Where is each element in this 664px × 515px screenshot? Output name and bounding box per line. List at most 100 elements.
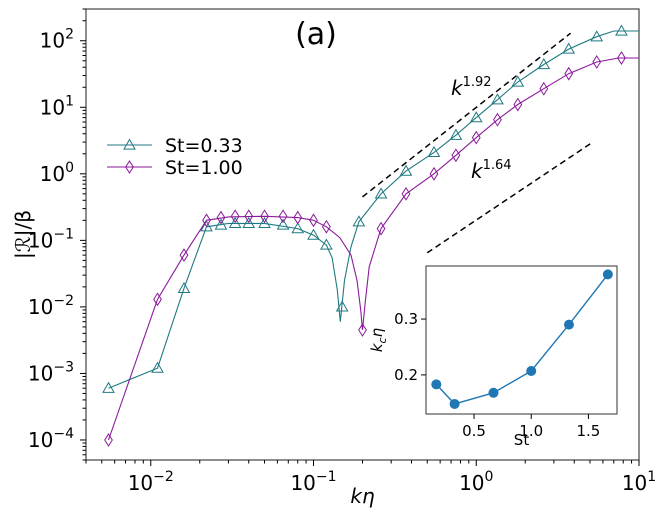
y-tick-label: 10−1 <box>28 226 74 252</box>
y-tick-label: 10−3 <box>28 359 74 385</box>
x-tick-label-exponent: −1 <box>316 469 337 485</box>
y-tick-label-exponent: 1 <box>65 93 74 109</box>
data-point <box>216 210 226 225</box>
y-tick-label-exponent: 2 <box>65 27 74 43</box>
x-tick-label: 101 <box>622 469 656 495</box>
data-point <box>200 220 213 232</box>
series-line <box>107 57 639 441</box>
y-tick-label-exponent: 0 <box>65 160 74 176</box>
inset-data-point <box>488 387 499 398</box>
legend-marker-St=1.00 <box>125 160 134 174</box>
x-tick-label-base: 10 <box>128 471 153 495</box>
data-point <box>449 128 463 140</box>
y-axis-label: |ℛ|/β <box>11 210 35 259</box>
y-tick-label-base: 10 <box>28 295 53 319</box>
data-point <box>537 57 551 70</box>
reference-label-base: k <box>451 76 464 100</box>
data-point <box>258 216 271 228</box>
data-point <box>309 213 318 228</box>
data-point <box>179 248 189 263</box>
data-point <box>291 222 305 234</box>
data-point <box>335 300 349 312</box>
data-point <box>307 228 320 240</box>
y-tick-label-base: 10 <box>40 162 65 186</box>
reference-label-1.92: k1.92 <box>451 75 492 100</box>
y-tick-label: 10−2 <box>28 293 74 319</box>
data-point <box>322 219 331 234</box>
data-point <box>429 166 439 181</box>
reference-line-1.64 <box>426 141 594 254</box>
data-point <box>293 210 303 225</box>
inset-x-tick-label: 1.5 <box>576 422 600 440</box>
data-point <box>374 187 388 199</box>
inset-x-tick-label: 1.0 <box>519 422 543 440</box>
data-point <box>352 215 366 227</box>
panel-label: (a) <box>295 17 337 52</box>
data-point <box>244 209 254 224</box>
x-tick-label-exponent: −2 <box>153 469 174 485</box>
y-tick-label-base: 10 <box>28 228 53 252</box>
y-tick-label: 102 <box>40 27 74 53</box>
x-tick-label-base: 10 <box>290 471 315 495</box>
data-point <box>564 66 574 81</box>
inset-y-axis-label-eta: η <box>368 327 386 337</box>
x-tick-label: 10−2 <box>128 469 174 495</box>
data-point <box>491 93 504 105</box>
y-tick-label: 10−4 <box>28 426 74 452</box>
data-point <box>539 81 549 96</box>
data-point <box>511 75 525 87</box>
inset-plot: 0.5 1.0 1.5 0.2 0.3 St kcη <box>368 265 618 449</box>
data-point <box>151 361 164 373</box>
inset-x-tick-label: 0.5 <box>462 422 486 440</box>
data-point <box>153 292 162 307</box>
data-point <box>230 209 240 224</box>
data-point <box>592 55 602 69</box>
inset-data-point <box>526 365 537 376</box>
reference-label-exponent: 1.92 <box>463 75 492 90</box>
reference-line-1.92 <box>362 32 572 198</box>
reference-label-base: k <box>471 159 484 183</box>
data-point <box>451 148 461 163</box>
data-point <box>471 130 481 145</box>
inset-y-tick-label: 0.3 <box>394 310 418 328</box>
y-tick-label-exponent: −3 <box>53 359 74 375</box>
data-point <box>177 281 191 293</box>
series-line <box>108 30 639 389</box>
y-tick-label-exponent: −2 <box>53 293 74 309</box>
data-point <box>278 209 288 224</box>
x-tick-label-base: 10 <box>622 471 647 495</box>
x-tick-label: 100 <box>459 469 493 495</box>
data-point <box>617 51 626 65</box>
y-tick-label-base: 10 <box>40 29 65 53</box>
y-tick-label: 101 <box>40 93 74 119</box>
inset-frame <box>425 265 618 415</box>
reference-label-exponent: 1.64 <box>483 158 512 173</box>
inset-data-point <box>449 398 460 409</box>
data-point <box>320 238 333 250</box>
data-point <box>102 381 115 393</box>
inset-y-tick-label: 0.2 <box>394 366 418 384</box>
data-point <box>469 111 483 123</box>
reference-label-1.64: k1.64 <box>471 158 512 183</box>
x-axis-label: kη <box>350 484 375 508</box>
data-point <box>401 186 411 201</box>
data-point <box>276 218 290 230</box>
y-tick-label-base: 10 <box>28 428 53 452</box>
data-point <box>260 209 269 224</box>
y-tick-label-base: 10 <box>28 361 53 385</box>
data-point <box>615 24 628 36</box>
inset-data-point <box>563 319 574 330</box>
y-tick-label-exponent: −1 <box>53 226 74 242</box>
y-tick-label: 100 <box>40 160 74 186</box>
x-tick-label-base: 10 <box>459 471 484 495</box>
data-point <box>590 30 604 42</box>
y-tick-label-exponent: −4 <box>53 426 74 442</box>
data-point <box>562 42 576 54</box>
series-St=1.00 <box>104 51 639 447</box>
x-tick-label: 10−1 <box>290 469 336 495</box>
series-St=0.33 <box>102 24 639 393</box>
data-point <box>202 213 211 228</box>
inset-data-point <box>602 269 613 280</box>
legend-marker-St=0.33 <box>123 138 136 150</box>
